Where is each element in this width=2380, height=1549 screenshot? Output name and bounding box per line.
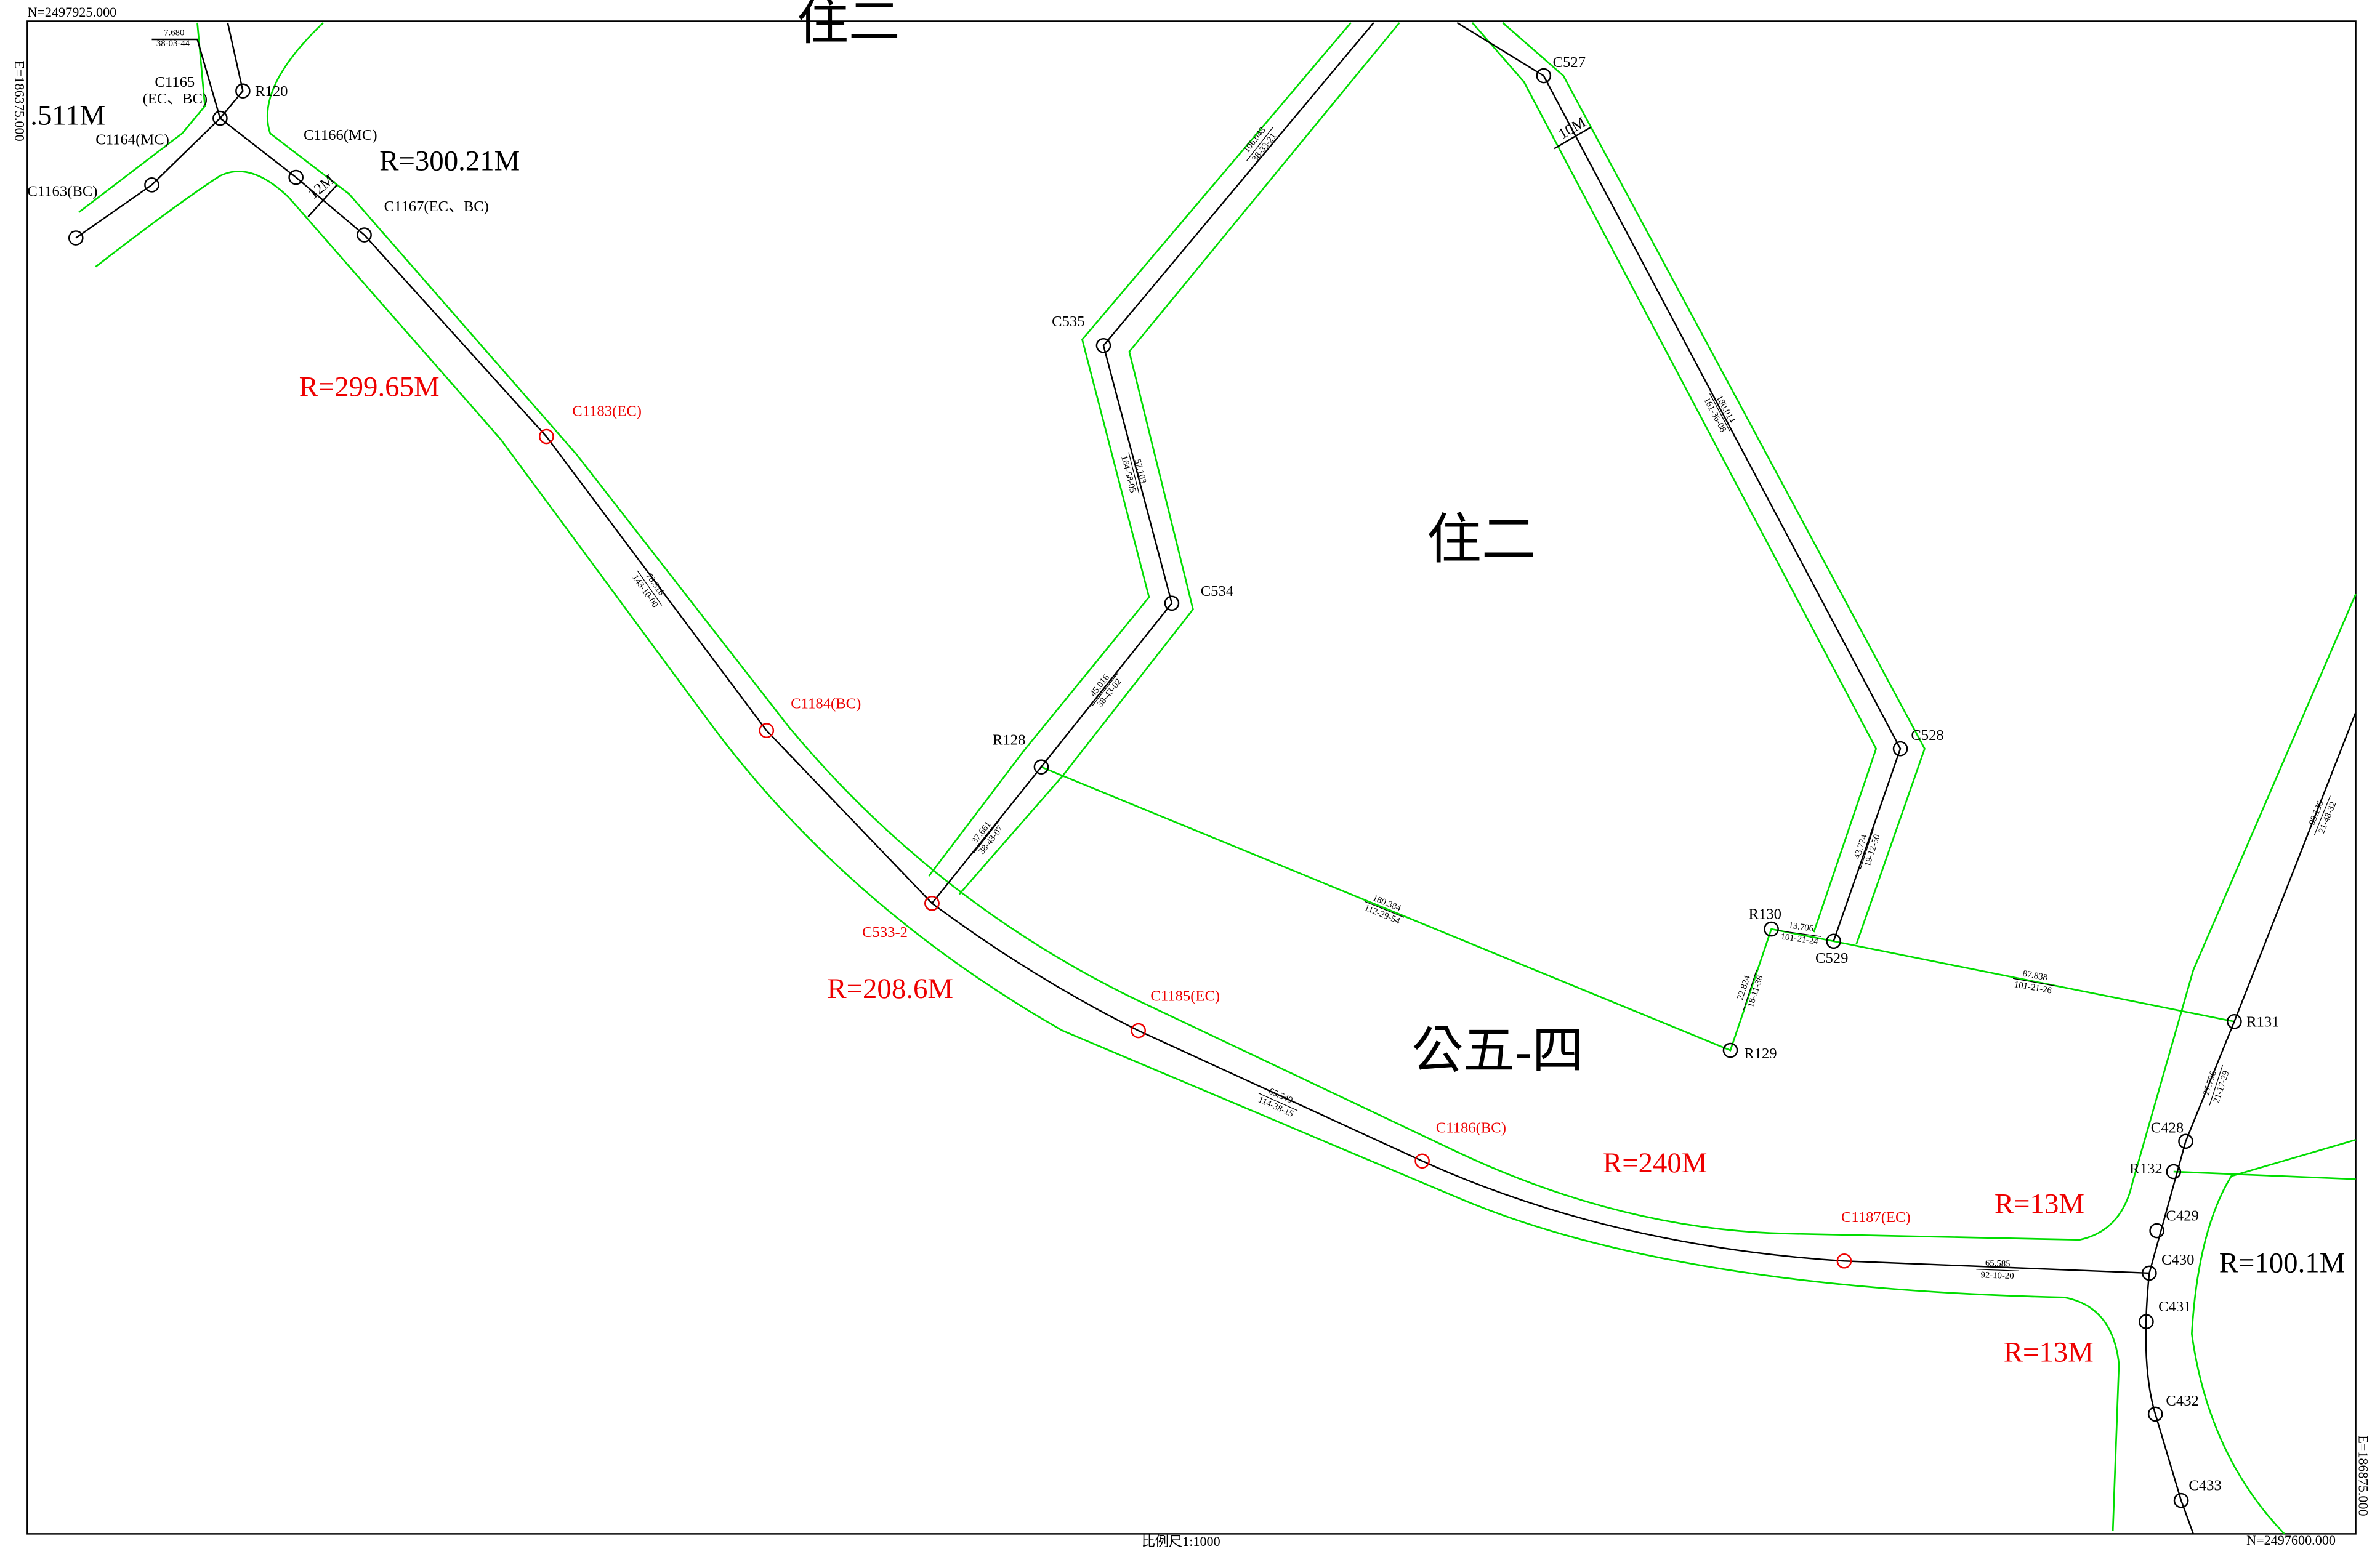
curve-label: R=240M	[1603, 1147, 1708, 1179]
map-label: E=186375.000	[12, 60, 27, 141]
dimension: 87.838101-21-26	[2011, 967, 2057, 996]
map-label: 7.680	[164, 28, 184, 38]
page: Survey stake map html, body { margin: 0;…	[0, 0, 2380, 1549]
map-label: R128	[993, 732, 1025, 749]
lot-line	[1041, 767, 2234, 1050]
map-label: C432	[2166, 1393, 2198, 1409]
map-label: 38-03-44	[156, 39, 190, 49]
map-label: 公五-四	[1411, 1023, 1583, 1080]
map-label: R129	[1744, 1045, 1777, 1062]
curve-label: R=13M	[2004, 1337, 2094, 1369]
body: {"labels": ["N=2497925.000", "E=186375.0…	[0, 0, 2380, 1549]
road-edge	[959, 23, 1400, 895]
centerline	[220, 118, 2149, 1273]
map-label: C1166(MC)	[304, 127, 377, 143]
map-label: C1167(EC、BC)	[384, 198, 489, 215]
curve-label: R=13M	[1995, 1188, 2084, 1220]
map-label: (EC、BC)	[143, 91, 208, 107]
map-label: R131	[2246, 1013, 2279, 1030]
map-label: C429	[2166, 1208, 2198, 1225]
road-edge	[267, 23, 2355, 1240]
map-label: R130	[1749, 906, 1781, 923]
map-label: N=2497925.000	[27, 4, 116, 20]
curve-label: C1187(EC)	[1841, 1209, 1911, 1226]
map-label: 住二	[1427, 510, 1536, 571]
curve-label: C1183(EC)	[572, 403, 642, 419]
road-edge	[1472, 23, 1876, 932]
map-label: R132	[2129, 1161, 2162, 1177]
curve-label: C533-2	[862, 924, 908, 941]
map-label: .511M	[30, 100, 105, 132]
map-label: N=2497600.000	[2246, 1532, 2336, 1548]
curve-label: C1185(EC)	[1150, 988, 1220, 1005]
curve-label: C1186(BC)	[1436, 1120, 1506, 1137]
centerline	[1457, 23, 1900, 941]
map-label: C1163(BC)	[27, 183, 97, 199]
curve-label: R=208.6M	[827, 973, 953, 1005]
map-label: 比例尺1:1000	[1142, 1534, 1220, 1549]
road-edge	[2192, 1140, 2355, 1534]
map-label: C1165	[155, 74, 195, 91]
dimension-length: 65.585	[1985, 1258, 2011, 1269]
map-label: C528	[1911, 727, 1943, 744]
map-label: C527	[1553, 54, 1586, 71]
map-label: C428	[2151, 1120, 2184, 1137]
map-label: C430	[2161, 1252, 2194, 1268]
dimension-length: 13.706	[1788, 920, 1814, 933]
map-label: 住二	[797, 0, 900, 51]
map-label: R=100.1M	[2219, 1247, 2346, 1279]
road-edges	[79, 23, 2355, 1534]
map-label: C529	[1815, 950, 1848, 967]
map-label: R120	[255, 83, 288, 100]
map-label: C431	[2158, 1298, 2191, 1315]
map-label: C534	[1201, 583, 1233, 600]
map-label: C535	[1052, 313, 1084, 330]
dimension-bearing: 92-10-20	[1980, 1270, 2014, 1281]
map: N=2497925.000 E=186375.000 7.68038-03-44 .5…	[0, 0, 2380, 1549]
dimension-bearing: 101-21-24	[1780, 931, 1820, 946]
map-label: C1164(MC)	[95, 132, 169, 148]
road-edge	[2174, 1172, 2356, 1179]
curve-label: R=299.65M	[299, 371, 440, 403]
centerlines	[76, 23, 2355, 1534]
centerline	[932, 23, 1373, 903]
map-label: R=300.21M	[379, 145, 520, 177]
dimension: 57.103164-58-05	[1118, 449, 1150, 496]
curve-label: C1184(BC)	[791, 695, 861, 712]
map-label: E=186875.000	[2355, 1435, 2371, 1516]
map-label: C433	[2188, 1478, 2221, 1494]
